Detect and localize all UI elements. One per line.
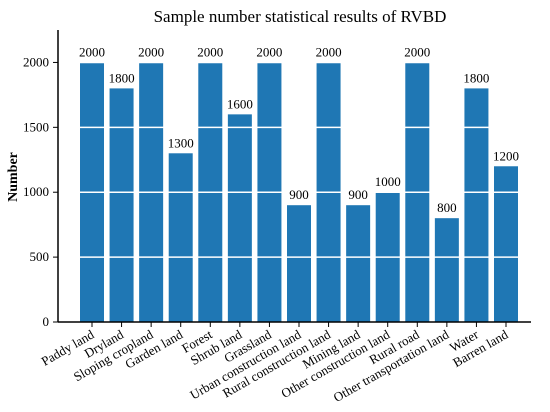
y-axis-ticks: 0 500 1000 1500 2000 (23, 54, 58, 329)
bar-value-label-4: 2000 (197, 44, 223, 59)
chart-title: Sample number statistical results of RVB… (154, 7, 447, 26)
y-tick-label-1: 500 (30, 249, 50, 264)
bar-value-label-2: 2000 (138, 44, 164, 59)
bar-12 (434, 218, 459, 322)
bar-value-label-9: 900 (348, 187, 368, 202)
bar-value-label-1: 1800 (109, 70, 135, 85)
bar-value-label-13: 1800 (463, 70, 489, 85)
bar-value-label-14: 1200 (493, 148, 519, 163)
bar-value-label-10: 1000 (375, 174, 401, 189)
y-tick-label-3: 1500 (23, 119, 49, 134)
bar-value-label-5: 1600 (227, 96, 253, 111)
x-axis-ticks (91, 322, 507, 327)
bar-9 (346, 205, 371, 322)
y-tick-label-2: 1000 (23, 184, 49, 199)
bar-5 (227, 114, 252, 322)
bar-value-label-12: 800 (437, 200, 457, 215)
bar-value-label-6: 2000 (256, 44, 282, 59)
bar-3 (168, 153, 193, 322)
bar-value-label-11: 2000 (404, 44, 430, 59)
bar-14 (494, 166, 518, 322)
bar-13 (464, 88, 489, 323)
bar-value-label-7: 900 (289, 187, 309, 202)
value-labels-layer: 2000180020001300200016002000900200090010… (79, 44, 519, 215)
bar-value-label-0: 2000 (79, 44, 105, 59)
bar-7 (287, 205, 311, 322)
bar-value-label-3: 1300 (168, 135, 194, 150)
y-axis-title: Number (6, 152, 21, 202)
bar-value-label-8: 2000 (316, 44, 342, 59)
y-tick-label-0: 0 (43, 314, 50, 329)
y-tick-label-4: 2000 (23, 54, 49, 69)
bar-1 (109, 88, 134, 323)
gridlines (58, 61, 531, 258)
